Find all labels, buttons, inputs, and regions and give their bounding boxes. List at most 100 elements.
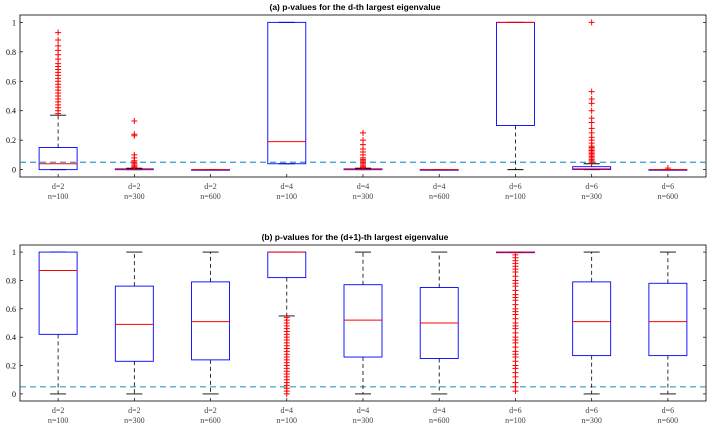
panel-b-xtick-d-label: d=2 [52, 406, 65, 415]
outlier-point [664, 165, 671, 172]
panel-a-boxplot: (a) p-values for the d-th largest eigenv… [6, 2, 707, 201]
outlier-point [512, 379, 519, 386]
panel-b-xtick-n-label: n=100 [277, 416, 298, 425]
panel-a-xtick-d-label: d=2 [52, 182, 65, 191]
panel-a-xtick-d-label: d=6 [509, 182, 522, 191]
box-iqr [648, 282, 688, 357]
outlier-point [588, 88, 595, 95]
panel-b-xtick-n-label: n=100 [505, 416, 526, 425]
panel-b-box-6 [419, 251, 459, 395]
panel-b-ytick-label: 0.8 [6, 276, 16, 285]
panel-b-box-5 [343, 251, 383, 395]
box-iqr [38, 251, 78, 335]
panel-a-ytick-label: 0 [12, 166, 16, 175]
outlier-point [588, 95, 595, 102]
outlier-point [283, 314, 290, 321]
panel-b-title: (b) p-values for the (d+1)-th largest ei… [262, 232, 449, 242]
box-iqr [343, 284, 383, 358]
panel-a-title: (a) p-values for the d-th largest eigenv… [270, 2, 441, 12]
box-iqr [191, 281, 231, 361]
outlier-point [360, 137, 366, 144]
panel-a-ytick-label: 0.8 [6, 48, 16, 57]
panel-a-box-8 [572, 19, 612, 171]
panel-b-box-2 [114, 251, 154, 395]
panel-a-xtick-d-label: d=4 [433, 182, 446, 191]
panel-a-box-3 [191, 169, 231, 171]
panel-a-box-4 [267, 21, 307, 165]
panel-a-ytick-label: 1 [12, 18, 16, 27]
panel-a-xtick-n-label: n=600 [429, 192, 450, 201]
panel-b-ytick-label: 0.4 [6, 333, 16, 342]
panel-a-xtick-n-label: n=300 [581, 192, 602, 201]
panel-a-xtick-n-label: n=300 [124, 192, 145, 201]
panel-a-xtick-d-label: d=6 [585, 182, 598, 191]
outlier-point [55, 29, 62, 36]
panel-b-xtick-d-label: d=4 [357, 406, 370, 415]
panel-a-box-6 [419, 169, 459, 171]
panel-b-box-1 [38, 251, 78, 395]
outlier-point [131, 118, 138, 125]
outlier-point [512, 251, 519, 258]
panel-b-xtick-d-label: d=4 [281, 406, 294, 415]
outlier-point [588, 125, 595, 132]
panel-a-xtick-d-label: d=2 [128, 182, 141, 191]
panel-a-xtick-n-label: n=600 [200, 192, 221, 201]
box-iqr [38, 147, 78, 171]
box-iqr [572, 281, 612, 357]
panel-a-box-1 [38, 29, 78, 171]
panel-b-box-4 [267, 251, 307, 397]
outlier-point [588, 107, 595, 114]
outlier-point [588, 19, 595, 26]
outlier-point [55, 37, 62, 44]
panel-a-xtick-n-label: n=100 [277, 192, 298, 201]
panel-b-ytick-label: 1 [12, 248, 16, 257]
panel-a-xtick-d-label: d=2 [204, 182, 217, 191]
panel-b-box-3 [191, 251, 231, 395]
outlier-point [588, 115, 595, 122]
panel-a-box-7 [495, 21, 535, 171]
box-iqr [267, 251, 307, 279]
box-iqr [495, 21, 535, 126]
panel-a-xtick-n-label: n=100 [505, 192, 526, 201]
panel-b-box-7 [495, 251, 535, 395]
panel-a-xtick-d-label: d=4 [281, 182, 294, 191]
panel-a-xtick-n-label: n=100 [48, 192, 69, 201]
panel-b-xtick-d-label: d=6 [585, 406, 598, 415]
panel-b-boxplot: (b) p-values for the (d+1)-th largest ei… [6, 232, 707, 425]
panel-b-xtick-n-label: n=600 [200, 416, 221, 425]
panel-b-ytick-label: 0.6 [6, 305, 16, 314]
panel-b-box-9 [648, 251, 688, 395]
panel-b-ytick-label: 0.2 [6, 362, 16, 371]
panel-b-box-8 [572, 251, 612, 395]
panel-b-xtick-d-label: d=6 [509, 406, 522, 415]
panel-b-xtick-n-label: n=600 [429, 416, 450, 425]
outlier-point [131, 151, 138, 158]
panel-a-ytick-label: 0.2 [6, 136, 16, 145]
outlier-point [131, 131, 138, 138]
panel-b-xtick-d-label: d=4 [433, 406, 446, 415]
box-iqr [267, 21, 307, 165]
panel-a-box-5 [343, 129, 383, 171]
panel-b-xtick-d-label: d=2 [204, 406, 217, 415]
panel-b-xtick-n-label: n=300 [353, 416, 374, 425]
box-iqr [572, 166, 612, 170]
panel-a-xtick-d-label: d=4 [357, 182, 370, 191]
panel-a-box-2 [114, 118, 154, 171]
panel-a-xtick-d-label: d=6 [662, 182, 675, 191]
panel-a-ytick-label: 0.6 [6, 77, 16, 86]
panel-a-xtick-n-label: n=600 [658, 192, 679, 201]
panel-b-xtick-n-label: n=100 [48, 416, 69, 425]
panel-b-xtick-n-label: n=300 [581, 416, 602, 425]
panel-a-ytick-label: 0.4 [6, 107, 16, 116]
panel-b-xtick-d-label: d=6 [662, 406, 675, 415]
panel-a-xtick-n-label: n=300 [353, 192, 374, 201]
panel-a-box-9 [648, 165, 688, 172]
outlier-point [55, 42, 62, 49]
panel-b-xtick-d-label: d=2 [128, 406, 141, 415]
box-iqr [114, 285, 154, 362]
panel-b-ytick-label: 0 [12, 390, 16, 399]
panel-b-xtick-n-label: n=600 [658, 416, 679, 425]
panel-b-xtick-n-label: n=300 [124, 416, 145, 425]
outlier-point [360, 129, 366, 136]
